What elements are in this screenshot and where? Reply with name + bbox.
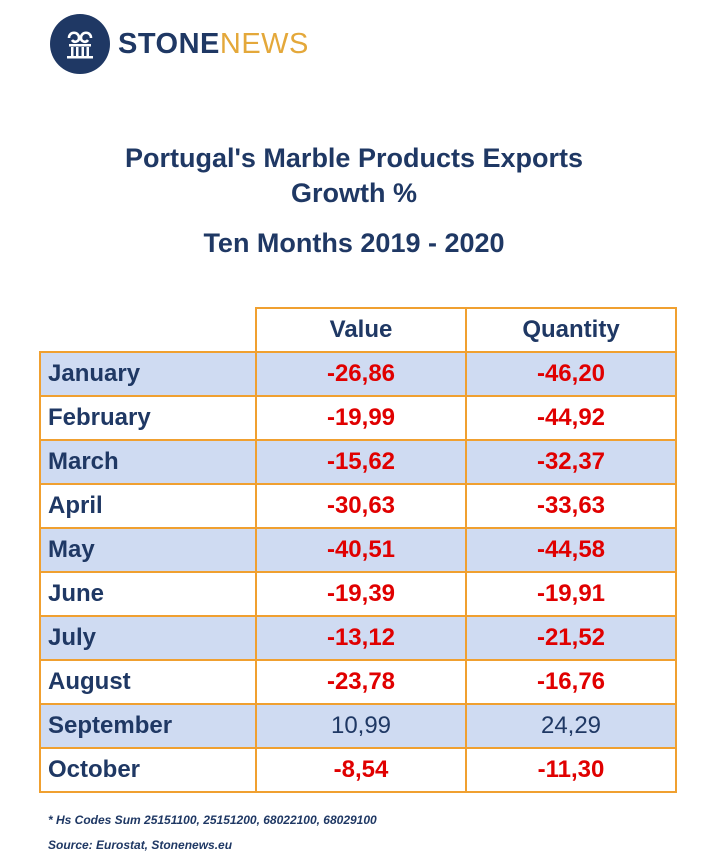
table-row: June -19,39 -19,91 xyxy=(39,571,677,617)
title-line-3: Ten Months 2019 - 2020 xyxy=(203,228,505,258)
quantity-cell: -19,91 xyxy=(465,571,677,617)
month-cell: February xyxy=(39,395,257,441)
value-cell: -15,62 xyxy=(255,439,467,485)
table-row: January -26,86 -46,20 xyxy=(39,351,677,397)
header-quantity: Quantity xyxy=(465,307,677,353)
table-row: July -13,12 -21,52 xyxy=(39,615,677,661)
header-value: Value xyxy=(255,307,467,353)
exports-growth-table: Value Quantity January -26,86 -46,20 Februa… xyxy=(39,307,677,793)
value-cell: -19,99 xyxy=(255,395,467,441)
value-cell: -13,12 xyxy=(255,615,467,661)
title-line-2: Growth % xyxy=(291,178,417,208)
month-cell: June xyxy=(39,571,257,617)
logo-wordmark: STONENEWS xyxy=(118,28,309,61)
table-row: February -19,99 -44,92 xyxy=(39,395,677,441)
table-body: January -26,86 -46,20 February -19,99 -44,92 M… xyxy=(39,351,677,793)
stonenews-logo: STONENEWS xyxy=(50,14,309,74)
table-row: August -23,78 -16,76 xyxy=(39,659,677,705)
quantity-cell: -32,37 xyxy=(465,439,677,485)
quantity-cell: -44,58 xyxy=(465,527,677,573)
month-cell: October xyxy=(39,747,257,793)
table-row: September 10,99 24,29 xyxy=(39,703,677,749)
month-cell: April xyxy=(39,483,257,529)
logo-text-news: NEWS xyxy=(219,27,309,60)
header-corner xyxy=(40,308,257,353)
value-cell: -26,86 xyxy=(255,351,467,397)
value-cell: -30,63 xyxy=(255,483,467,529)
month-cell: January xyxy=(39,351,257,397)
table-row: March -15,62 -32,37 xyxy=(39,439,677,485)
value-cell: -23,78 xyxy=(255,659,467,705)
value-cell: -8,54 xyxy=(255,747,467,793)
table-header-row: Value Quantity xyxy=(40,307,677,353)
value-cell: -19,39 xyxy=(255,571,467,617)
quantity-cell: 24,29 xyxy=(465,703,677,749)
source-note: Source: Eurostat, Stonenews.eu xyxy=(48,838,233,852)
hs-codes-note: * Hs Codes Sum 25151100, 25151200, 68022… xyxy=(48,813,377,827)
table-row: May -40,51 -44,58 xyxy=(39,527,677,573)
quantity-cell: -33,63 xyxy=(465,483,677,529)
table-row: April -30,63 -33,63 xyxy=(39,483,677,529)
month-cell: May xyxy=(39,527,257,573)
title-line-1: Portugal's Marble Products Exports xyxy=(124,143,583,173)
month-cell: September xyxy=(39,703,257,749)
logo-text-stone: STONE xyxy=(118,27,220,60)
quantity-cell: -21,52 xyxy=(465,615,677,661)
column-pillar-icon xyxy=(50,14,110,74)
month-cell: August xyxy=(39,659,257,705)
quantity-cell: -44,92 xyxy=(465,395,677,441)
quantity-cell: -11,30 xyxy=(465,747,677,793)
month-cell: March xyxy=(39,439,257,485)
month-cell: July xyxy=(39,615,257,661)
value-cell: 10,99 xyxy=(255,703,467,749)
quantity-cell: -16,76 xyxy=(465,659,677,705)
quantity-cell: -46,20 xyxy=(465,351,677,397)
table-row: October -8,54 -11,30 xyxy=(39,747,677,793)
value-cell: -40,51 xyxy=(255,527,467,573)
